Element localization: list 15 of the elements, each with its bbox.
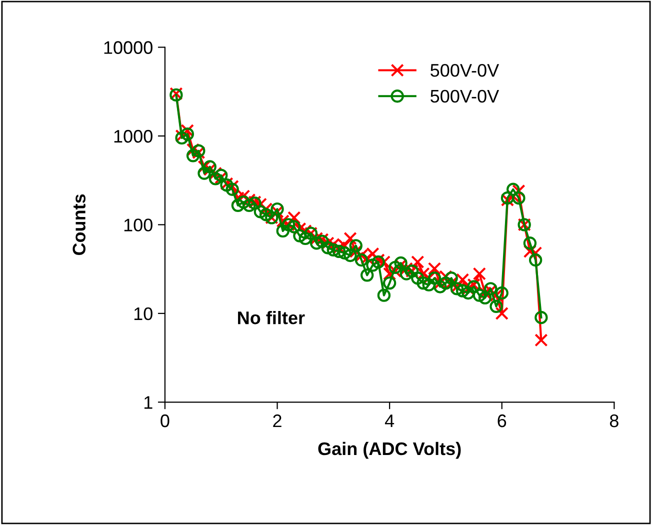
legend-label: 500V-0V: [430, 64, 500, 77]
legend-label: 500V-0V: [430, 90, 500, 103]
x-tick-label: 2: [273, 414, 282, 428]
y-tick-label: 10: [134, 307, 152, 320]
y-tick-label: 10000: [104, 41, 152, 54]
y-axis-title: Counts: [72, 194, 86, 256]
x-tick-label: 4: [384, 414, 394, 428]
y-tick-label: 100: [124, 218, 152, 232]
y-tick-label: 1000: [114, 130, 152, 143]
x-tick-label: 6: [498, 414, 506, 428]
annotation: No filter: [238, 310, 305, 324]
x-axis-title: Gain (ADC Volts): [318, 442, 461, 459]
y-tick-label: 1: [144, 396, 152, 409]
x-tick-label: 8: [610, 414, 618, 428]
x-tick-label: 0: [160, 414, 170, 428]
